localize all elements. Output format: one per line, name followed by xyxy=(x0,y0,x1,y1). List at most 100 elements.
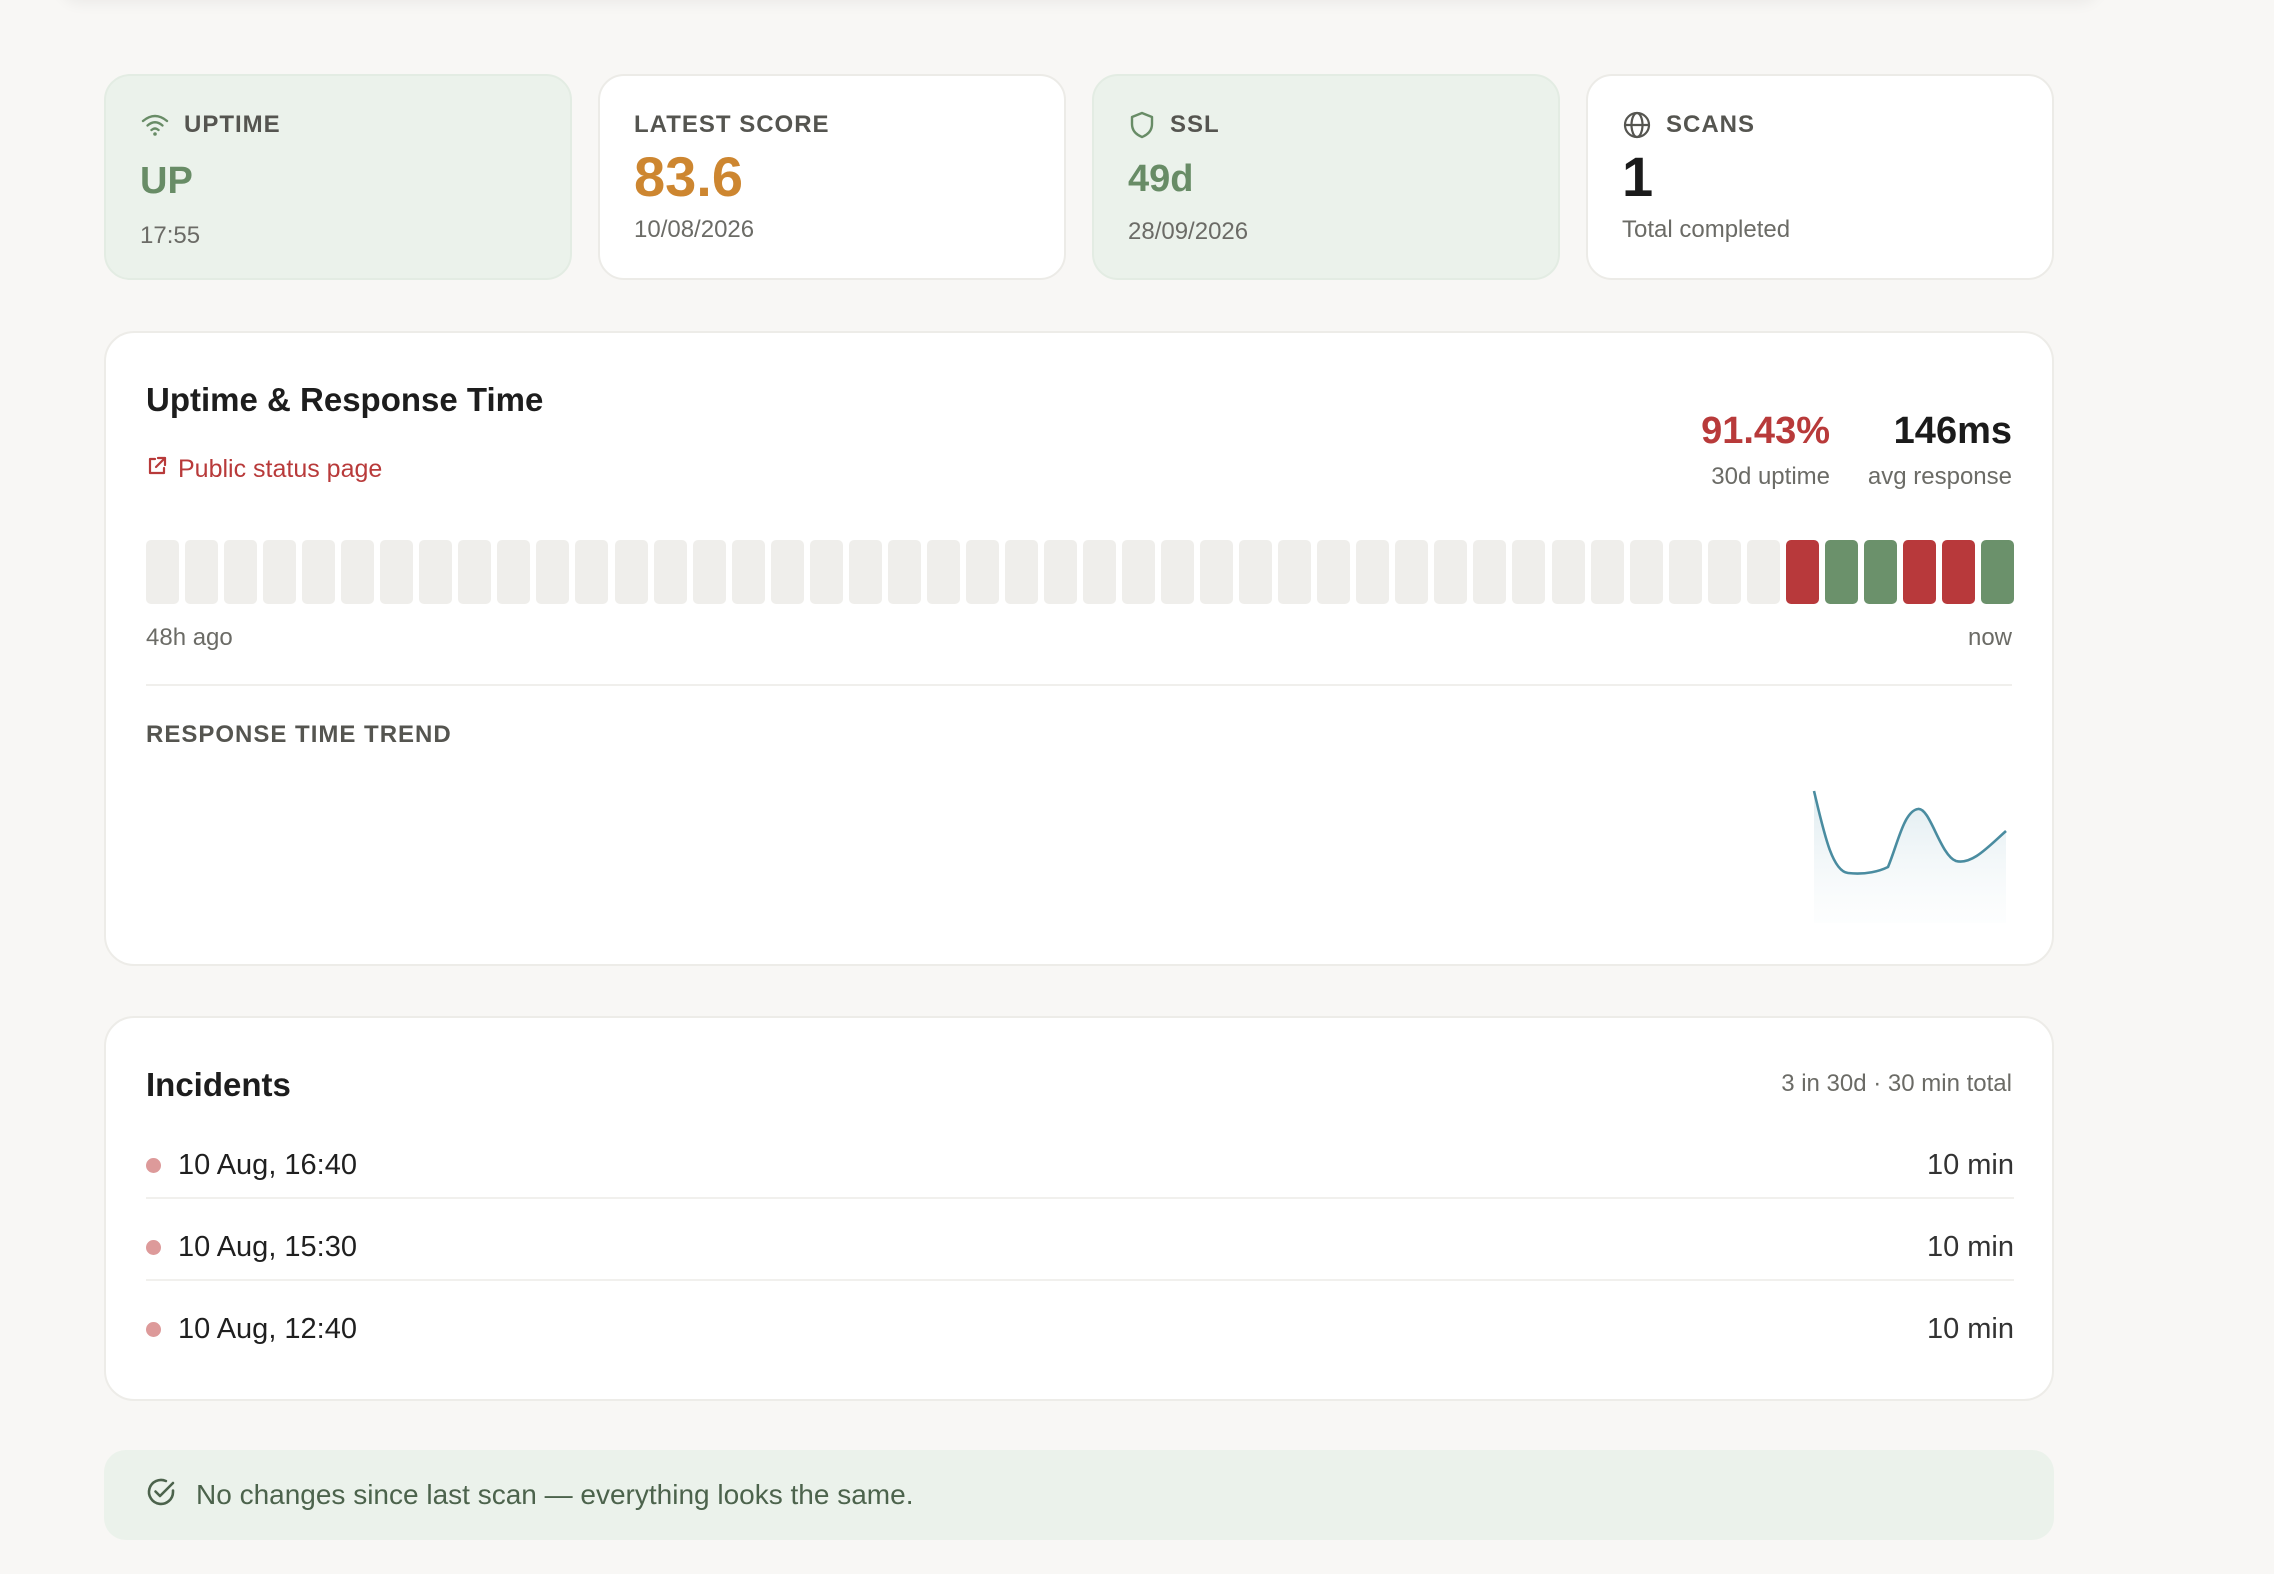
uptime-response-panel: Uptime & Response Time Public status pag… xyxy=(104,331,2054,966)
public-status-page-link[interactable]: Public status page xyxy=(146,455,382,484)
uptime-percent-value: 91.43% xyxy=(1701,410,1830,452)
uptime-bar-none[interactable] xyxy=(1200,540,1234,604)
ssl-stat-card: SSL 49d 28/09/2026 xyxy=(1092,74,1560,280)
incident-duration: 10 min xyxy=(1926,1230,2014,1263)
uptime-bar-none[interactable] xyxy=(926,540,960,604)
score-stat-label: LATEST SCORE xyxy=(634,111,830,138)
uptime-bar-up[interactable] xyxy=(1981,540,2014,604)
uptime-bar-none[interactable] xyxy=(146,540,179,604)
uptime-percent-metric: 91.43% 30d uptime xyxy=(1701,409,1830,491)
incident-time: 10 Aug, 16:40 xyxy=(178,1148,357,1181)
incident-status-dot xyxy=(146,1239,161,1255)
uptime-bar-none[interactable] xyxy=(302,540,336,604)
uptime-bar-none[interactable] xyxy=(809,540,843,604)
uptime-bar-none[interactable] xyxy=(1083,540,1117,604)
uptime-bar-down[interactable] xyxy=(1785,540,1819,604)
uptime-bar-none[interactable] xyxy=(1746,540,1780,604)
uptime-bar-none[interactable] xyxy=(458,540,492,604)
scans-stat-label: SCANS xyxy=(1666,111,1756,138)
uptime-bar-none[interactable] xyxy=(380,540,414,604)
uptime-stat-value: UP xyxy=(140,160,193,202)
uptime-bar-none[interactable] xyxy=(536,540,570,604)
uptime-bar-none[interactable] xyxy=(1551,540,1585,604)
score-stat-card: LATEST SCORE 83.6 10/08/2026 xyxy=(598,74,1066,280)
uptime-stat-label: UPTIME xyxy=(184,111,281,138)
no-changes-text: No changes since last scan — everything … xyxy=(196,1479,914,1510)
uptime-bar-none[interactable] xyxy=(692,540,726,604)
uptime-bar-up[interactable] xyxy=(1824,540,1858,604)
incident-row[interactable]: 10 Aug, 15:30 10 min xyxy=(146,1206,2014,1288)
uptime-bar-none[interactable] xyxy=(497,540,531,604)
uptime-bar-none[interactable] xyxy=(653,540,687,604)
incident-row[interactable]: 10 Aug, 12:40 10 min xyxy=(146,1288,2014,1370)
incidents-panel: Incidents 3 in 30d · 30 min total 10 Aug… xyxy=(104,1016,2054,1401)
uptime-bar-none[interactable] xyxy=(1122,540,1156,604)
uptime-bar-none[interactable] xyxy=(965,540,999,604)
uptime-stat-card: UPTIME UP 17:55 xyxy=(104,74,572,280)
incident-row-left: 10 Aug, 16:40 xyxy=(146,1149,357,1182)
incident-row-left: 10 Aug, 12:40 xyxy=(146,1313,357,1346)
uptime-bar-down[interactable] xyxy=(1941,540,1975,604)
uptime-stat-sub: 17:55 xyxy=(140,222,201,249)
uptime-percent-caption: 30d uptime xyxy=(1711,463,1830,490)
uptime-bar-none[interactable] xyxy=(1668,540,1702,604)
globe-icon xyxy=(1622,110,1652,140)
avg-response-caption: avg response xyxy=(1867,463,2012,490)
uptime-bar-none[interactable] xyxy=(1043,540,1077,604)
incidents-summary: 3 in 30d · 30 min total xyxy=(1781,1070,2012,1097)
uptime-bar-none[interactable] xyxy=(1004,540,1038,604)
ssl-stat-label-row: SSL xyxy=(1128,110,1524,140)
incident-time: 10 Aug, 12:40 xyxy=(178,1312,357,1345)
uptime-bar-down[interactable] xyxy=(1902,540,1936,604)
response-time-sparkline xyxy=(1812,790,2007,923)
uptime-bar-up[interactable] xyxy=(1863,540,1897,604)
external-link-icon xyxy=(146,455,168,484)
sparkline-area xyxy=(1814,791,2006,923)
uptime-bar-none[interactable] xyxy=(1161,540,1195,604)
incident-row[interactable]: 10 Aug, 16:40 10 min xyxy=(146,1124,2014,1206)
incident-time: 10 Aug, 15:30 xyxy=(178,1230,357,1263)
uptime-bar-none[interactable] xyxy=(1473,540,1507,604)
uptime-bar-none[interactable] xyxy=(1278,540,1312,604)
range-end-label: now xyxy=(1967,624,2012,651)
shield-icon xyxy=(1128,110,1156,140)
ssl-stat-sub: 28/09/2026 xyxy=(1128,218,1249,245)
uptime-bar-none[interactable] xyxy=(731,540,765,604)
uptime-bar-none[interactable] xyxy=(614,540,648,604)
no-changes-notice: No changes since last scan — everything … xyxy=(104,1450,2054,1540)
score-stat-sub: 10/08/2026 xyxy=(634,216,755,243)
scans-stat-label-row: SCANS xyxy=(1622,110,2018,140)
uptime-bar-none[interactable] xyxy=(848,540,882,604)
avg-response-metric: 146ms avg response xyxy=(1868,409,2012,491)
uptime-bar-none[interactable] xyxy=(224,540,258,604)
incident-status-dot xyxy=(146,1321,161,1337)
uptime-bar-none[interactable] xyxy=(1590,540,1624,604)
incident-duration: 10 min xyxy=(1926,1312,2014,1345)
uptime-bar-none[interactable] xyxy=(185,540,219,604)
uptime-bar-none[interactable] xyxy=(1629,540,1663,604)
incident-duration: 10 min xyxy=(1926,1148,2014,1181)
scans-stat-sub: Total completed xyxy=(1622,216,1791,243)
range-start-label: 48h ago xyxy=(146,624,233,651)
uptime-stat-label-row: UPTIME xyxy=(140,110,536,140)
ssl-stat-value: 49d xyxy=(1128,158,1194,200)
uptime-bar-none[interactable] xyxy=(1239,540,1273,604)
incident-status-dot xyxy=(146,1157,161,1173)
incident-divider xyxy=(146,1279,2014,1281)
uptime-bar-none[interactable] xyxy=(263,540,297,604)
uptime-bar-none[interactable] xyxy=(419,540,453,604)
uptime-bar-none[interactable] xyxy=(887,540,921,604)
uptime-bar-none[interactable] xyxy=(1395,540,1429,604)
uptime-bar-none[interactable] xyxy=(1317,540,1351,604)
uptime-bar-none[interactable] xyxy=(341,540,375,604)
incidents-title: Incidents xyxy=(146,1066,291,1103)
public-status-page-label: Public status page xyxy=(178,455,383,483)
uptime-bar-none[interactable] xyxy=(770,540,804,604)
score-stat-value: 83.6 xyxy=(634,145,743,208)
uptime-bar-none[interactable] xyxy=(1512,540,1546,604)
wifi-icon xyxy=(140,112,170,138)
uptime-bar-none[interactable] xyxy=(1434,540,1468,604)
uptime-bar-none[interactable] xyxy=(575,540,609,604)
uptime-bar-none[interactable] xyxy=(1356,540,1390,604)
uptime-bar-none[interactable] xyxy=(1707,540,1741,604)
